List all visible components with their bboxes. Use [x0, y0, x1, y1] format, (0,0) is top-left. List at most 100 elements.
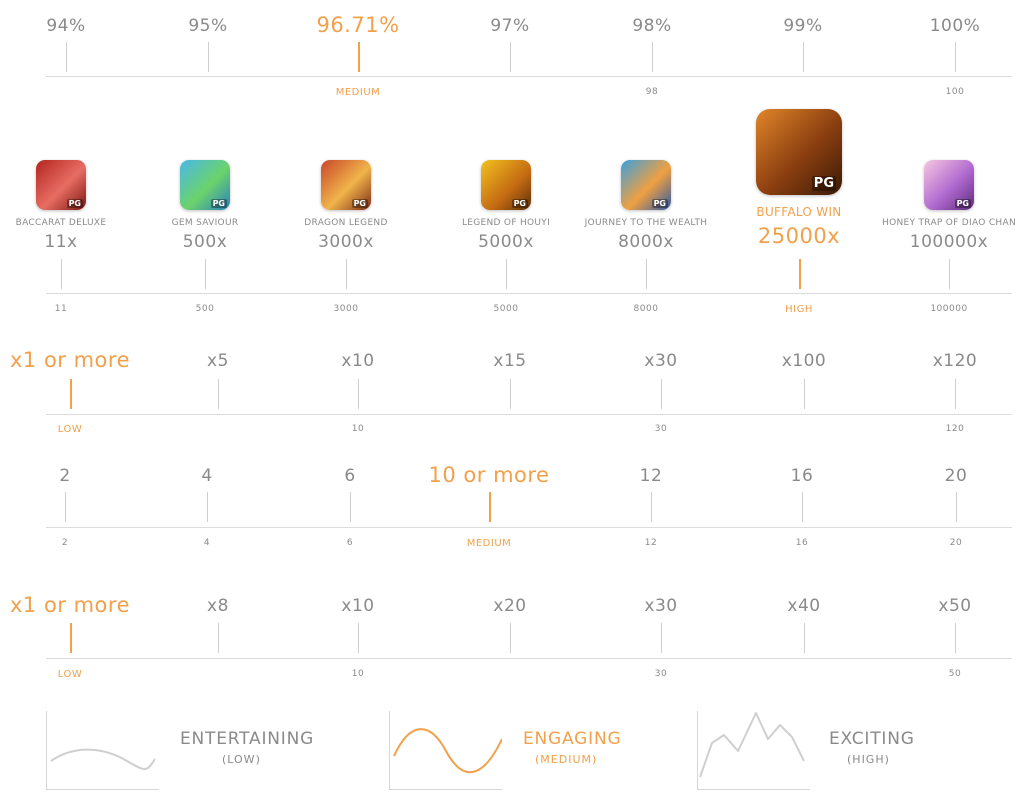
pg-badge: PG	[351, 199, 368, 208]
scale-value-label: 95%	[188, 16, 228, 36]
volatility-title: ENTERTAINING	[180, 729, 315, 749]
scale-baseline	[46, 527, 1012, 528]
scale-tick-label: 120	[945, 424, 965, 434]
game-max-multiplier: 100000x	[909, 232, 989, 252]
scale-baseline	[46, 414, 1012, 415]
volatility-low-graph	[46, 711, 159, 790]
scale-tick-label: 12	[644, 538, 658, 548]
baccarat-icon: PG	[36, 160, 86, 210]
scale-tick	[65, 492, 66, 522]
game-max-multiplier: 3000x	[318, 232, 374, 252]
scale-tick	[358, 42, 360, 72]
volatility-high-graph	[697, 711, 810, 790]
scale-value-label: x40	[787, 596, 821, 616]
scale-tick-label: 2	[61, 538, 69, 548]
scale-value-label: x1 or more	[9, 348, 131, 372]
scale-tick	[506, 259, 507, 289]
scale-tick-label: 6	[346, 538, 354, 548]
scale-value-label: x15	[493, 351, 527, 371]
scale-baseline	[46, 293, 1012, 294]
pg-badge: PG	[66, 199, 83, 208]
scale-tick	[358, 623, 359, 653]
game-max-multiplier: 5000x	[478, 232, 534, 252]
monkey-icon: PG	[621, 160, 671, 210]
wave-medium-icon	[393, 728, 503, 774]
max-win-scale: PG BACCARAT DELUXE 11x 11 PG GEM SAVIOUR 500x 5…	[0, 105, 1024, 325]
volatility-subtitle: (MEDIUM)	[535, 753, 598, 766]
scale-value-label: 94%	[46, 16, 86, 36]
pg-badge: PG	[811, 176, 836, 191]
scale-tick	[799, 259, 801, 289]
scale-tick	[803, 42, 804, 72]
scale-baseline	[46, 658, 1012, 659]
scale-value-label: 6	[344, 466, 356, 486]
game-name: GEM SAVIOUR	[171, 218, 239, 228]
scale-baseline	[46, 76, 1012, 77]
scale-tick	[350, 492, 351, 522]
scale-value-label: 10 or more	[428, 463, 550, 487]
volatility-subtitle: (LOW)	[222, 753, 261, 766]
scale-tick	[218, 623, 219, 653]
diao-chan-icon: PG	[924, 160, 974, 210]
volatility-medium-graph	[389, 711, 503, 790]
dragon-icon: PG	[321, 160, 371, 210]
scale-tick	[208, 42, 209, 72]
scale-tick	[661, 379, 662, 409]
scale-tick	[70, 623, 72, 653]
pg-badge: PG	[651, 199, 668, 208]
scale-tick	[949, 259, 950, 289]
scale-tick	[802, 492, 803, 522]
scale-tick	[955, 623, 956, 653]
scale-tick-label: 3000	[333, 304, 359, 314]
scale-value-label: x30	[644, 351, 678, 371]
scale-value-label: x1 or more	[9, 593, 131, 617]
scale-tick-label: 98	[645, 87, 659, 97]
scale-tick-label: 16	[795, 538, 809, 548]
scale-tick-label: 100	[945, 87, 965, 97]
scale-tick	[346, 259, 347, 289]
wave-high-icon	[699, 712, 805, 778]
count-scale-b: 2 2 4 4 6 6 10 or more MEDIUM 12 12 16 16 20 20	[0, 450, 1024, 560]
scale-value-label: 20	[944, 466, 968, 486]
scale-tick	[510, 42, 511, 72]
game-max-multiplier: 11x	[44, 232, 78, 252]
scale-tick	[956, 492, 957, 522]
scale-tick-label: 100000	[930, 304, 968, 314]
scale-tick-label: LOW	[57, 669, 83, 680]
scale-tick-label: 500	[195, 304, 215, 314]
scale-tick-label: HIGH	[785, 304, 813, 315]
scale-tick-label: 20	[949, 538, 963, 548]
scale-tick-label: 8000	[633, 304, 659, 314]
scale-tick	[955, 379, 956, 409]
game-name: HONEY TRAP OF DIAO CHAN	[882, 218, 1016, 228]
volatility-subtitle: (HIGH)	[847, 753, 890, 766]
scale-tick-label: 11	[54, 304, 68, 314]
scale-value-label: x30	[644, 596, 678, 616]
scale-tick	[205, 259, 206, 289]
game-name: BACCARAT DELUXE	[15, 218, 107, 228]
scale-tick	[66, 42, 67, 72]
scale-value-label: x20	[493, 596, 527, 616]
game-name: BUFFALO WIN	[756, 205, 842, 219]
game-max-multiplier: 500x	[182, 232, 228, 252]
buffalo-icon: PG	[756, 109, 842, 195]
scale-value-label: x5	[207, 351, 229, 371]
game-max-multiplier: 25000x	[757, 224, 841, 248]
scale-tick	[70, 379, 72, 409]
scale-tick	[651, 492, 652, 522]
pg-badge: PG	[954, 199, 971, 208]
wave-low-icon	[50, 748, 156, 770]
scale-value-label: x120	[932, 351, 978, 371]
scale-value-label: 96.71%	[316, 13, 400, 37]
scale-value-label: 98%	[632, 16, 672, 36]
scale-tick-label: 10	[351, 424, 365, 434]
scale-value-label: 2	[59, 466, 71, 486]
scale-tick-label: 4	[203, 538, 211, 548]
multiplier-scale-a: x1 or more LOW x5 x10 10 x15 x30 30 x100 x120 120	[0, 335, 1024, 445]
scale-value-label: x50	[938, 596, 972, 616]
scale-tick	[218, 379, 219, 409]
scale-value-label: 100%	[929, 16, 981, 36]
scale-tick	[646, 259, 647, 289]
scale-value-label: x10	[341, 596, 375, 616]
scale-tick	[489, 492, 491, 522]
